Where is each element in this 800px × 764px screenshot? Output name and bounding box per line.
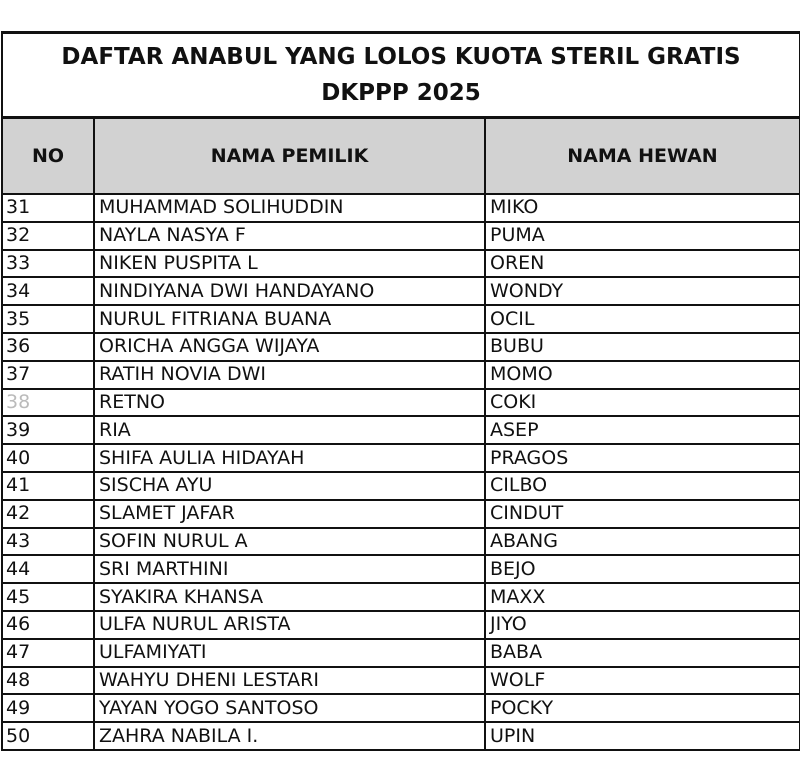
table-row: 37 RATIH NOVIA DWI MOMO [1,359,800,390]
owner-name: NAYLA NASYA F [93,220,486,251]
owner-name: NIKEN PUSPITA L [93,248,486,279]
pet-name: MIKO [483,193,800,223]
owner-name: ULFA NURUL ARISTA [93,609,486,640]
owner-name: NINDIYANA DWI HANDAYANO [93,276,486,307]
table-row: 42 SLAMET JAFAR CINDUT [1,498,800,529]
pet-name: WONDY [483,276,800,307]
owner-name: SISCHA AYU [93,470,486,501]
table-row: 36 ORICHA ANGGA WIJAYA BUBU [1,331,800,362]
title-line-2: DKPPP 2025 [321,80,481,106]
row-number: 35 [1,304,95,334]
header-no: NO [1,116,95,195]
row-number: 33 [1,248,95,279]
header-row: NO NAMA PEMILIK NAMA HEWAN [1,116,800,195]
owner-name: ULFAMIYATI [93,637,486,668]
owner-name: SHIFA AULIA HIDAYAH [93,443,486,473]
table-row: 50 ZAHRA NABILA I. UPIN [1,721,800,751]
row-number: 45 [1,582,95,612]
owner-name: SOFIN NURUL A [93,526,486,557]
table-row: 38 RETNO COKI [1,387,800,418]
row-number: 50 [1,721,95,751]
row-number: 40 [1,443,95,473]
table-row: 39 RIA ASEP [1,415,800,446]
table-row: 32 NAYLA NASYA F PUMA [1,220,800,251]
pet-name: COKI [483,387,800,418]
row-number: 49 [1,693,95,724]
row-number: 38 [1,387,95,418]
table-row: 35 NURUL FITRIANA BUANA OCIL [1,304,800,334]
pet-name: BUBU [483,331,800,362]
table-row: 43 SOFIN NURUL A ABANG [1,526,800,557]
table-row: 49 YAYAN YOGO SANTOSO POCKY [1,693,800,724]
pet-name: ABANG [483,526,800,557]
owner-name: MUHAMMAD SOLIHUDDIN [93,193,486,223]
row-number: 32 [1,220,95,251]
owner-name: RATIH NOVIA DWI [93,359,486,390]
pet-name: BABA [483,637,800,668]
sterilization-list-sheet: DAFTAR ANABUL YANG LOLOS KUOTA STERIL GR… [0,31,800,751]
row-number: 48 [1,665,95,696]
owner-name: SRI MARTHINI [93,554,486,585]
row-number: 39 [1,415,95,446]
pet-name: OREN [483,248,800,279]
row-number: 31 [1,193,95,223]
table-row: 41 SISCHA AYU CILBO [1,470,800,501]
table-row: 44 SRI MARTHINI BEJO [1,554,800,585]
row-number: 41 [1,470,95,501]
row-number: 43 [1,526,95,557]
owner-name: SYAKIRA KHANSA [93,582,486,612]
pet-name: CILBO [483,470,800,501]
owner-name: SLAMET JAFAR [93,498,486,529]
pet-name: UPIN [483,721,800,751]
pet-name: BEJO [483,554,800,585]
pet-name: CINDUT [483,498,800,529]
table-row: 45 SYAKIRA KHANSA MAXX [1,582,800,612]
row-number: 42 [1,498,95,529]
pet-name: PRAGOS [483,443,800,473]
pet-name: POCKY [483,693,800,724]
table-title: DAFTAR ANABUL YANG LOLOS KUOTA STERIL GR… [0,31,800,119]
pet-list-table: DAFTAR ANABUL YANG LOLOS KUOTA STERIL GR… [0,31,800,751]
owner-name: ORICHA ANGGA WIJAYA [93,331,486,362]
table-row: 48 WAHYU DHENI LESTARI WOLF [1,665,800,696]
table-row: 33 NIKEN PUSPITA L OREN [1,248,800,279]
pet-name: JIYO [483,609,800,640]
table-row: 47 ULFAMIYATI BABA [1,637,800,668]
table-row: 31 MUHAMMAD SOLIHUDDIN MIKO [1,193,800,223]
pet-name: ASEP [483,415,800,446]
table-row: 40 SHIFA AULIA HIDAYAH PRAGOS [1,443,800,473]
owner-name: ZAHRA NABILA I. [93,721,486,751]
owner-name: RIA [93,415,486,446]
row-number: 44 [1,554,95,585]
pet-name: WOLF [483,665,800,696]
row-number: 37 [1,359,95,390]
owner-name: YAYAN YOGO SANTOSO [93,693,486,724]
header-owner-name: NAMA PEMILIK [93,116,486,195]
row-number: 36 [1,331,95,362]
pet-name: PUMA [483,220,800,251]
table-row: 46 ULFA NURUL ARISTA JIYO [1,609,800,640]
owner-name: NURUL FITRIANA BUANA [93,304,486,334]
title-line-1: DAFTAR ANABUL YANG LOLOS KUOTA STERIL GR… [61,44,741,70]
row-number: 47 [1,637,95,668]
pet-name: MOMO [483,359,800,390]
row-number: 46 [1,609,95,640]
owner-name: RETNO [93,387,486,418]
owner-name: WAHYU DHENI LESTARI [93,665,486,696]
pet-name: MAXX [483,582,800,612]
row-number: 34 [1,276,95,307]
table-row: 34 NINDIYANA DWI HANDAYANO WONDY [1,276,800,307]
header-pet-name: NAMA HEWAN [483,116,800,195]
pet-name: OCIL [483,304,800,334]
